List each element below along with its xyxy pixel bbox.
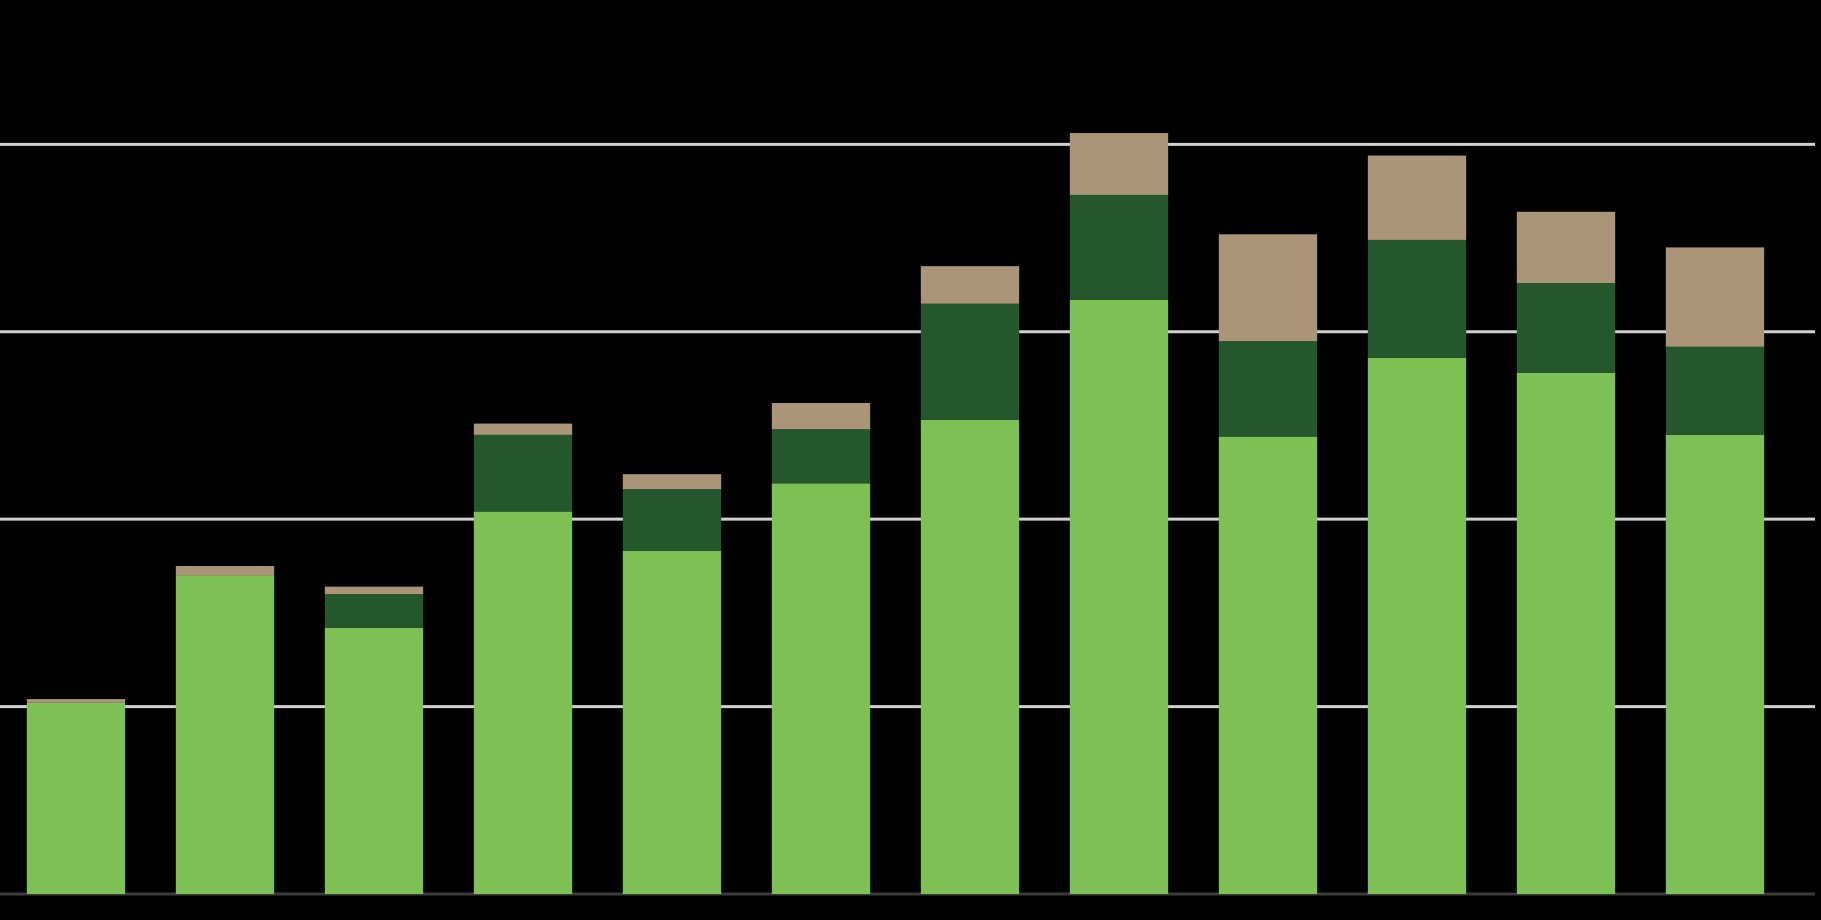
bar-segment bbox=[1069, 133, 1169, 195]
bar-segment bbox=[1367, 239, 1467, 358]
bar-segment bbox=[1069, 194, 1169, 300]
bar-segment bbox=[1218, 234, 1318, 342]
bar-segment bbox=[1665, 434, 1765, 894]
bar-segment bbox=[324, 586, 424, 595]
bar-segment bbox=[920, 266, 1020, 304]
bar-segment bbox=[920, 419, 1020, 894]
bar-segment bbox=[1069, 299, 1169, 894]
bar-segment bbox=[1665, 346, 1765, 435]
bar-segment bbox=[1218, 341, 1318, 437]
bar-segment bbox=[1665, 247, 1765, 347]
bar-segment bbox=[1367, 155, 1467, 240]
bar-segment bbox=[473, 434, 573, 512]
bar-segment bbox=[1516, 372, 1616, 894]
bar-segment bbox=[473, 511, 573, 894]
bar-segment bbox=[622, 489, 722, 552]
bar-segment bbox=[920, 303, 1020, 420]
bar-segment bbox=[324, 627, 424, 894]
bar-segment bbox=[1218, 436, 1318, 894]
bar-segment bbox=[175, 575, 275, 894]
bar-segment bbox=[771, 402, 871, 430]
bar-segment bbox=[1367, 357, 1467, 894]
bar-segment bbox=[26, 699, 126, 703]
bar-segment bbox=[1516, 211, 1616, 284]
bar-segment bbox=[1516, 283, 1616, 373]
bar-segment bbox=[622, 474, 722, 490]
bar-segment bbox=[771, 483, 871, 894]
bar-segment bbox=[324, 594, 424, 628]
bar-segment bbox=[771, 429, 871, 484]
bar-segment bbox=[26, 702, 126, 894]
bar-segment bbox=[622, 551, 722, 894]
bar-segment bbox=[175, 566, 275, 576]
bar-segment bbox=[473, 423, 573, 435]
